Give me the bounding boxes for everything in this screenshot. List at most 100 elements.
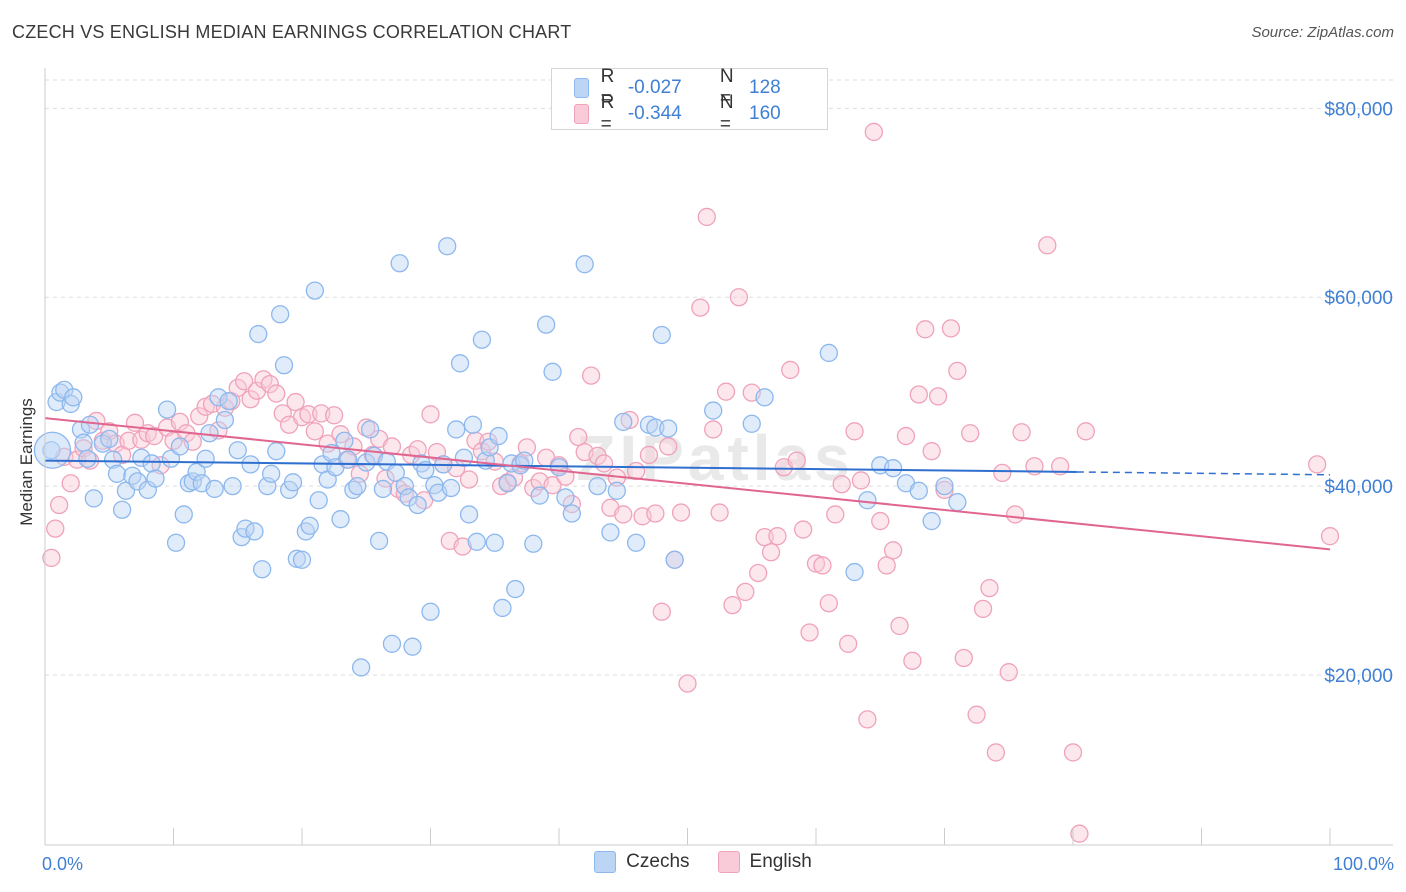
english-point xyxy=(1038,236,1057,255)
english-point xyxy=(691,298,710,317)
english-point xyxy=(46,519,65,538)
czech-point xyxy=(112,500,132,519)
czech-point xyxy=(524,534,543,553)
czech-point xyxy=(382,634,402,653)
y-tick-label: $20,000 xyxy=(1324,666,1393,687)
czech-point-large xyxy=(33,431,72,469)
czech-point xyxy=(646,418,665,437)
n-value: 128 xyxy=(749,77,781,98)
czech-point xyxy=(170,437,190,456)
english-point xyxy=(723,595,742,615)
english-point xyxy=(980,578,999,598)
czech-point xyxy=(652,325,671,345)
czech-point xyxy=(249,324,268,344)
english-point xyxy=(1076,422,1095,441)
english-point xyxy=(794,520,813,539)
english-point xyxy=(916,320,935,339)
english-point xyxy=(408,440,427,459)
czech-point xyxy=(262,464,281,483)
english-point xyxy=(145,426,164,446)
czech-point xyxy=(123,466,142,485)
czech-point xyxy=(196,449,215,468)
english-point xyxy=(871,511,890,531)
english-point xyxy=(267,384,286,403)
english-point xyxy=(421,405,440,424)
english-point xyxy=(652,602,671,621)
english-point xyxy=(479,432,498,451)
english-point xyxy=(787,451,806,470)
czech-point xyxy=(935,476,954,496)
czech-point xyxy=(369,531,389,551)
english-point xyxy=(659,437,678,456)
source-label: Source: ZipAtlas.com xyxy=(1251,24,1394,41)
english-point xyxy=(524,478,543,498)
czech-point xyxy=(331,510,350,529)
stats-row-czechs: R = -0.027 N = 128 xyxy=(574,66,827,109)
czech-point xyxy=(530,486,549,505)
english-trend-line xyxy=(44,417,1331,551)
czech-point xyxy=(205,479,224,499)
english-point xyxy=(890,616,909,636)
english-swatch xyxy=(574,104,589,124)
czech-point xyxy=(228,441,247,460)
czech-point xyxy=(909,481,928,500)
czech-point xyxy=(467,532,486,551)
czech-point xyxy=(447,420,466,439)
czech-point xyxy=(183,472,202,491)
trend-lines xyxy=(44,417,1331,551)
czech-point xyxy=(157,400,177,419)
czech-point xyxy=(373,479,393,499)
english-point xyxy=(453,537,472,556)
english-point xyxy=(928,387,948,406)
y-tick-label: $80,000 xyxy=(1324,99,1393,120)
english-point xyxy=(896,426,916,446)
english-point xyxy=(768,527,787,546)
english-point xyxy=(838,634,858,653)
czech-point xyxy=(100,429,119,449)
legend-label: English xyxy=(749,851,812,872)
czech-point xyxy=(588,476,607,496)
english-point xyxy=(42,548,61,568)
english-point xyxy=(1063,743,1083,762)
english-point xyxy=(581,366,601,385)
czech-trend-line xyxy=(44,459,1077,473)
english-point xyxy=(954,648,973,668)
czech-point xyxy=(489,426,508,446)
english-point xyxy=(61,474,80,493)
english-point xyxy=(324,406,344,425)
czech-point xyxy=(219,391,238,411)
english-point xyxy=(569,427,588,447)
czech-point xyxy=(665,550,684,569)
czech-point xyxy=(485,533,504,552)
english-point xyxy=(832,475,851,494)
czech-point xyxy=(395,476,414,496)
legend-item-english[interactable]: English xyxy=(717,851,812,873)
english-point xyxy=(710,503,729,522)
english-point xyxy=(993,463,1012,483)
english-point xyxy=(562,494,581,514)
english-point xyxy=(678,674,697,693)
czech-point xyxy=(64,388,83,407)
czech-point xyxy=(421,602,440,621)
english-point xyxy=(729,288,749,307)
r-label: R = xyxy=(600,66,615,109)
english-point xyxy=(646,504,665,523)
english-point xyxy=(594,454,614,473)
czech-point xyxy=(283,473,303,492)
english-point xyxy=(961,424,980,443)
czech-point xyxy=(506,579,525,599)
r-label: R = xyxy=(600,92,615,135)
czech-point xyxy=(146,469,165,488)
english-point xyxy=(1012,423,1031,442)
czech-point xyxy=(755,388,774,407)
chart-legend: Czechs English xyxy=(0,851,1406,873)
english-point xyxy=(1051,457,1070,476)
english-point xyxy=(806,554,826,573)
english-point xyxy=(858,710,877,729)
legend-item-czechs[interactable]: Czechs xyxy=(594,851,690,873)
tick-labels: $20,000 $40,000 $60,000 $80,000 0.0% 100.0% xyxy=(42,99,1394,874)
english-point xyxy=(190,407,209,426)
czech-point xyxy=(309,491,328,510)
czech-point xyxy=(562,504,581,523)
